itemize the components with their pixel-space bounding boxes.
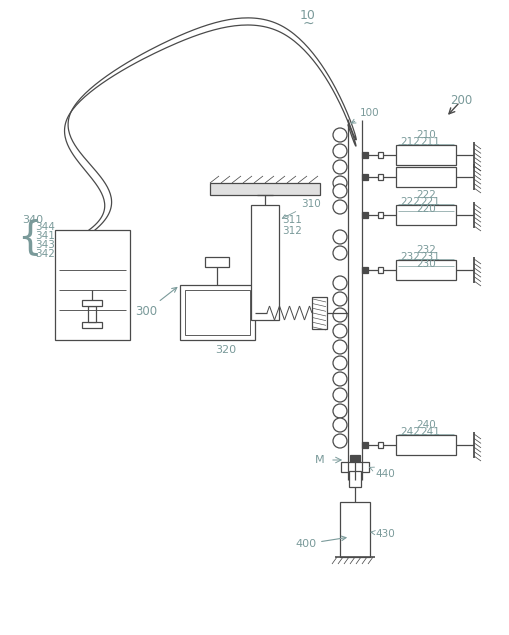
Text: 241: 241 xyxy=(419,427,439,437)
Text: 342: 342 xyxy=(35,249,55,259)
Text: M: M xyxy=(315,455,324,465)
Bar xyxy=(395,145,455,165)
Bar xyxy=(395,260,455,280)
Bar xyxy=(82,300,102,306)
Bar xyxy=(377,267,382,273)
Text: 221: 221 xyxy=(419,197,439,207)
Text: 200: 200 xyxy=(449,93,471,107)
Circle shape xyxy=(332,404,346,418)
Text: 230: 230 xyxy=(415,259,435,269)
Text: 211: 211 xyxy=(419,137,439,147)
Bar xyxy=(361,267,367,273)
Bar xyxy=(185,290,249,335)
Text: 232: 232 xyxy=(415,245,435,255)
Text: 440: 440 xyxy=(369,467,394,479)
Text: 400: 400 xyxy=(294,536,345,549)
Text: 341: 341 xyxy=(35,231,55,241)
Circle shape xyxy=(332,292,346,306)
Bar xyxy=(205,257,229,267)
Bar xyxy=(395,167,455,187)
Text: 222: 222 xyxy=(399,197,419,207)
Circle shape xyxy=(332,324,346,338)
Circle shape xyxy=(332,434,346,448)
Bar xyxy=(377,212,382,218)
Bar xyxy=(377,174,382,180)
Text: 311: 311 xyxy=(281,215,301,225)
Bar xyxy=(348,471,360,487)
Bar xyxy=(341,462,369,472)
Text: 340: 340 xyxy=(22,215,43,225)
Bar xyxy=(340,502,369,557)
Bar xyxy=(361,212,367,218)
Text: 430: 430 xyxy=(370,529,394,539)
Bar xyxy=(361,152,367,158)
Circle shape xyxy=(332,200,346,214)
Circle shape xyxy=(332,372,346,386)
Text: 212: 212 xyxy=(399,137,419,147)
Circle shape xyxy=(332,276,346,290)
Circle shape xyxy=(332,144,346,158)
Text: 344: 344 xyxy=(35,222,55,232)
Bar xyxy=(349,455,359,465)
Text: 210: 210 xyxy=(415,130,435,140)
Text: {: { xyxy=(18,218,42,256)
Text: 240: 240 xyxy=(415,420,435,430)
Bar xyxy=(250,205,278,320)
Text: ~: ~ xyxy=(302,17,313,31)
Text: 232: 232 xyxy=(399,252,419,262)
Circle shape xyxy=(332,418,346,432)
Bar xyxy=(88,306,96,322)
Text: 300: 300 xyxy=(135,288,177,318)
Text: 231: 231 xyxy=(419,252,439,262)
Text: 312: 312 xyxy=(281,226,301,236)
Text: 310: 310 xyxy=(282,199,320,218)
Text: 10: 10 xyxy=(299,8,315,22)
Bar xyxy=(210,183,319,195)
Bar xyxy=(82,322,102,328)
Circle shape xyxy=(332,230,346,244)
Circle shape xyxy=(332,356,346,370)
Circle shape xyxy=(332,176,346,190)
Bar xyxy=(395,205,455,225)
Circle shape xyxy=(332,308,346,322)
Bar xyxy=(180,285,254,340)
Bar xyxy=(395,435,455,455)
Circle shape xyxy=(332,160,346,174)
Text: 242: 242 xyxy=(399,427,419,437)
Text: 343: 343 xyxy=(35,240,55,250)
Text: 220: 220 xyxy=(415,204,435,214)
Circle shape xyxy=(332,128,346,142)
Circle shape xyxy=(332,388,346,402)
Bar xyxy=(377,442,382,448)
Text: 100: 100 xyxy=(351,108,379,123)
Circle shape xyxy=(332,184,346,198)
Bar xyxy=(55,230,130,340)
Circle shape xyxy=(332,340,346,354)
Bar xyxy=(312,297,326,329)
Bar xyxy=(361,174,367,180)
Circle shape xyxy=(332,246,346,260)
Bar xyxy=(377,152,382,158)
Text: 320: 320 xyxy=(215,345,236,355)
Text: 222: 222 xyxy=(415,190,435,200)
Bar xyxy=(361,442,367,448)
